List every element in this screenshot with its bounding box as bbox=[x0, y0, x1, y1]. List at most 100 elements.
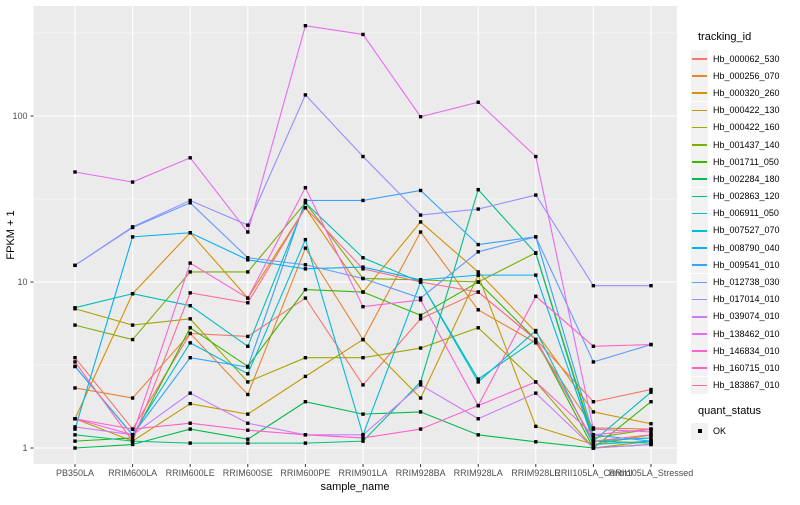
data-point[interactable] bbox=[476, 308, 480, 312]
data-point[interactable] bbox=[303, 185, 308, 190]
data-point[interactable] bbox=[591, 360, 596, 364]
data-point[interactable] bbox=[361, 154, 365, 159]
legend-item-Hb_138462_010[interactable]: Hb_138462_010 bbox=[691, 325, 799, 343]
data-point[interactable] bbox=[476, 250, 480, 254]
data-point[interactable] bbox=[534, 337, 538, 342]
data-point[interactable] bbox=[418, 296, 423, 300]
data-point[interactable] bbox=[303, 263, 308, 267]
data-point[interactable] bbox=[188, 303, 192, 308]
data-point[interactable] bbox=[361, 355, 365, 360]
legend-item-Hb_039074_010[interactable]: Hb_039074_010 bbox=[691, 307, 799, 325]
data-point[interactable] bbox=[649, 390, 653, 394]
data-point[interactable] bbox=[188, 198, 192, 203]
legend-item-Hb_009541_010[interactable]: Hb_009541_010 bbox=[691, 256, 799, 274]
data-point[interactable] bbox=[303, 267, 308, 271]
data-point[interactable] bbox=[246, 256, 250, 260]
data-point[interactable] bbox=[188, 421, 192, 425]
legend-item-Hb_017014_010[interactable]: Hb_017014_010 bbox=[691, 290, 799, 308]
data-point[interactable] bbox=[303, 433, 308, 437]
legend-item-Hb_002284_180[interactable]: Hb_002284_180 bbox=[691, 170, 799, 188]
data-point[interactable] bbox=[303, 198, 308, 203]
data-point[interactable] bbox=[188, 270, 192, 274]
data-point[interactable] bbox=[73, 427, 77, 431]
data-point[interactable] bbox=[418, 427, 423, 431]
data-point[interactable] bbox=[130, 225, 135, 229]
data-point[interactable] bbox=[130, 396, 135, 400]
data-point[interactable] bbox=[303, 201, 308, 205]
data-point[interactable] bbox=[246, 230, 250, 234]
data-point[interactable] bbox=[361, 276, 365, 281]
data-point[interactable] bbox=[649, 283, 653, 288]
data-point[interactable] bbox=[73, 355, 77, 360]
data-point[interactable] bbox=[534, 251, 538, 255]
data-point[interactable] bbox=[303, 237, 308, 242]
data-point[interactable] bbox=[649, 442, 653, 447]
data-point[interactable] bbox=[591, 433, 596, 437]
data-point[interactable] bbox=[246, 301, 250, 305]
data-point[interactable] bbox=[649, 400, 653, 404]
data-point[interactable] bbox=[649, 427, 653, 431]
data-point[interactable] bbox=[476, 377, 480, 381]
data-point[interactable] bbox=[130, 442, 135, 447]
legend-item-Hb_012738_030[interactable]: Hb_012738_030 bbox=[691, 273, 799, 291]
data-point[interactable] bbox=[476, 100, 480, 104]
data-point[interactable] bbox=[303, 93, 308, 97]
data-point[interactable] bbox=[130, 427, 135, 431]
data-point[interactable] bbox=[418, 346, 423, 350]
legend-item-Hb_001711_050[interactable]: Hb_001711_050 bbox=[691, 153, 799, 171]
data-point[interactable] bbox=[418, 220, 423, 224]
data-point[interactable] bbox=[534, 424, 538, 429]
data-point[interactable] bbox=[591, 283, 596, 288]
data-point[interactable] bbox=[130, 337, 135, 342]
data-point[interactable] bbox=[418, 213, 423, 217]
data-point[interactable] bbox=[418, 380, 423, 384]
data-point[interactable] bbox=[246, 344, 250, 348]
data-point[interactable] bbox=[246, 412, 250, 416]
data-point[interactable] bbox=[188, 355, 192, 360]
data-point[interactable] bbox=[188, 201, 192, 205]
data-point[interactable] bbox=[591, 410, 596, 414]
data-point[interactable] bbox=[476, 403, 480, 408]
data-point[interactable] bbox=[73, 360, 77, 364]
data-point[interactable] bbox=[73, 439, 77, 443]
data-point[interactable] bbox=[188, 391, 192, 395]
data-point[interactable] bbox=[476, 207, 480, 211]
data-point[interactable] bbox=[361, 439, 365, 443]
legend-item-Hb_000422_160[interactable]: Hb_000422_160 bbox=[691, 118, 799, 136]
legend-item-Hb_000320_260[interactable]: Hb_000320_260 bbox=[691, 84, 799, 102]
data-point[interactable] bbox=[534, 391, 538, 395]
data-point[interactable] bbox=[418, 313, 423, 318]
data-point[interactable] bbox=[476, 380, 480, 384]
legend-item-Hb_006911_050[interactable]: Hb_006911_050 bbox=[691, 204, 799, 222]
data-point[interactable] bbox=[534, 440, 538, 444]
data-point[interactable] bbox=[361, 265, 365, 269]
data-point[interactable] bbox=[418, 230, 423, 234]
data-point[interactable] bbox=[591, 439, 596, 443]
data-point[interactable] bbox=[591, 400, 596, 404]
data-point[interactable] bbox=[361, 304, 365, 309]
data-point[interactable] bbox=[591, 427, 596, 431]
data-point[interactable] bbox=[476, 433, 480, 437]
data-point[interactable] bbox=[73, 417, 77, 421]
data-point[interactable] bbox=[534, 235, 538, 239]
data-point[interactable] bbox=[534, 328, 538, 333]
legend-item-Hb_007527_070[interactable]: Hb_007527_070 bbox=[691, 221, 799, 239]
data-point[interactable] bbox=[534, 341, 538, 345]
data-point[interactable] bbox=[73, 170, 77, 174]
data-point[interactable] bbox=[361, 32, 365, 37]
data-point[interactable] bbox=[246, 437, 250, 441]
data-point[interactable] bbox=[130, 433, 135, 437]
data-point[interactable] bbox=[188, 326, 192, 330]
data-point[interactable] bbox=[303, 355, 308, 360]
data-point[interactable] bbox=[303, 206, 308, 210]
data-point[interactable] bbox=[246, 428, 250, 432]
data-point[interactable] bbox=[130, 436, 135, 440]
data-point[interactable] bbox=[188, 441, 192, 445]
data-point[interactable] bbox=[246, 270, 250, 274]
data-point[interactable] bbox=[188, 261, 192, 265]
data-point[interactable] bbox=[130, 180, 135, 184]
data-point[interactable] bbox=[649, 430, 653, 434]
data-point[interactable] bbox=[591, 442, 596, 447]
data-point[interactable] bbox=[188, 231, 192, 235]
data-point[interactable] bbox=[246, 334, 250, 339]
